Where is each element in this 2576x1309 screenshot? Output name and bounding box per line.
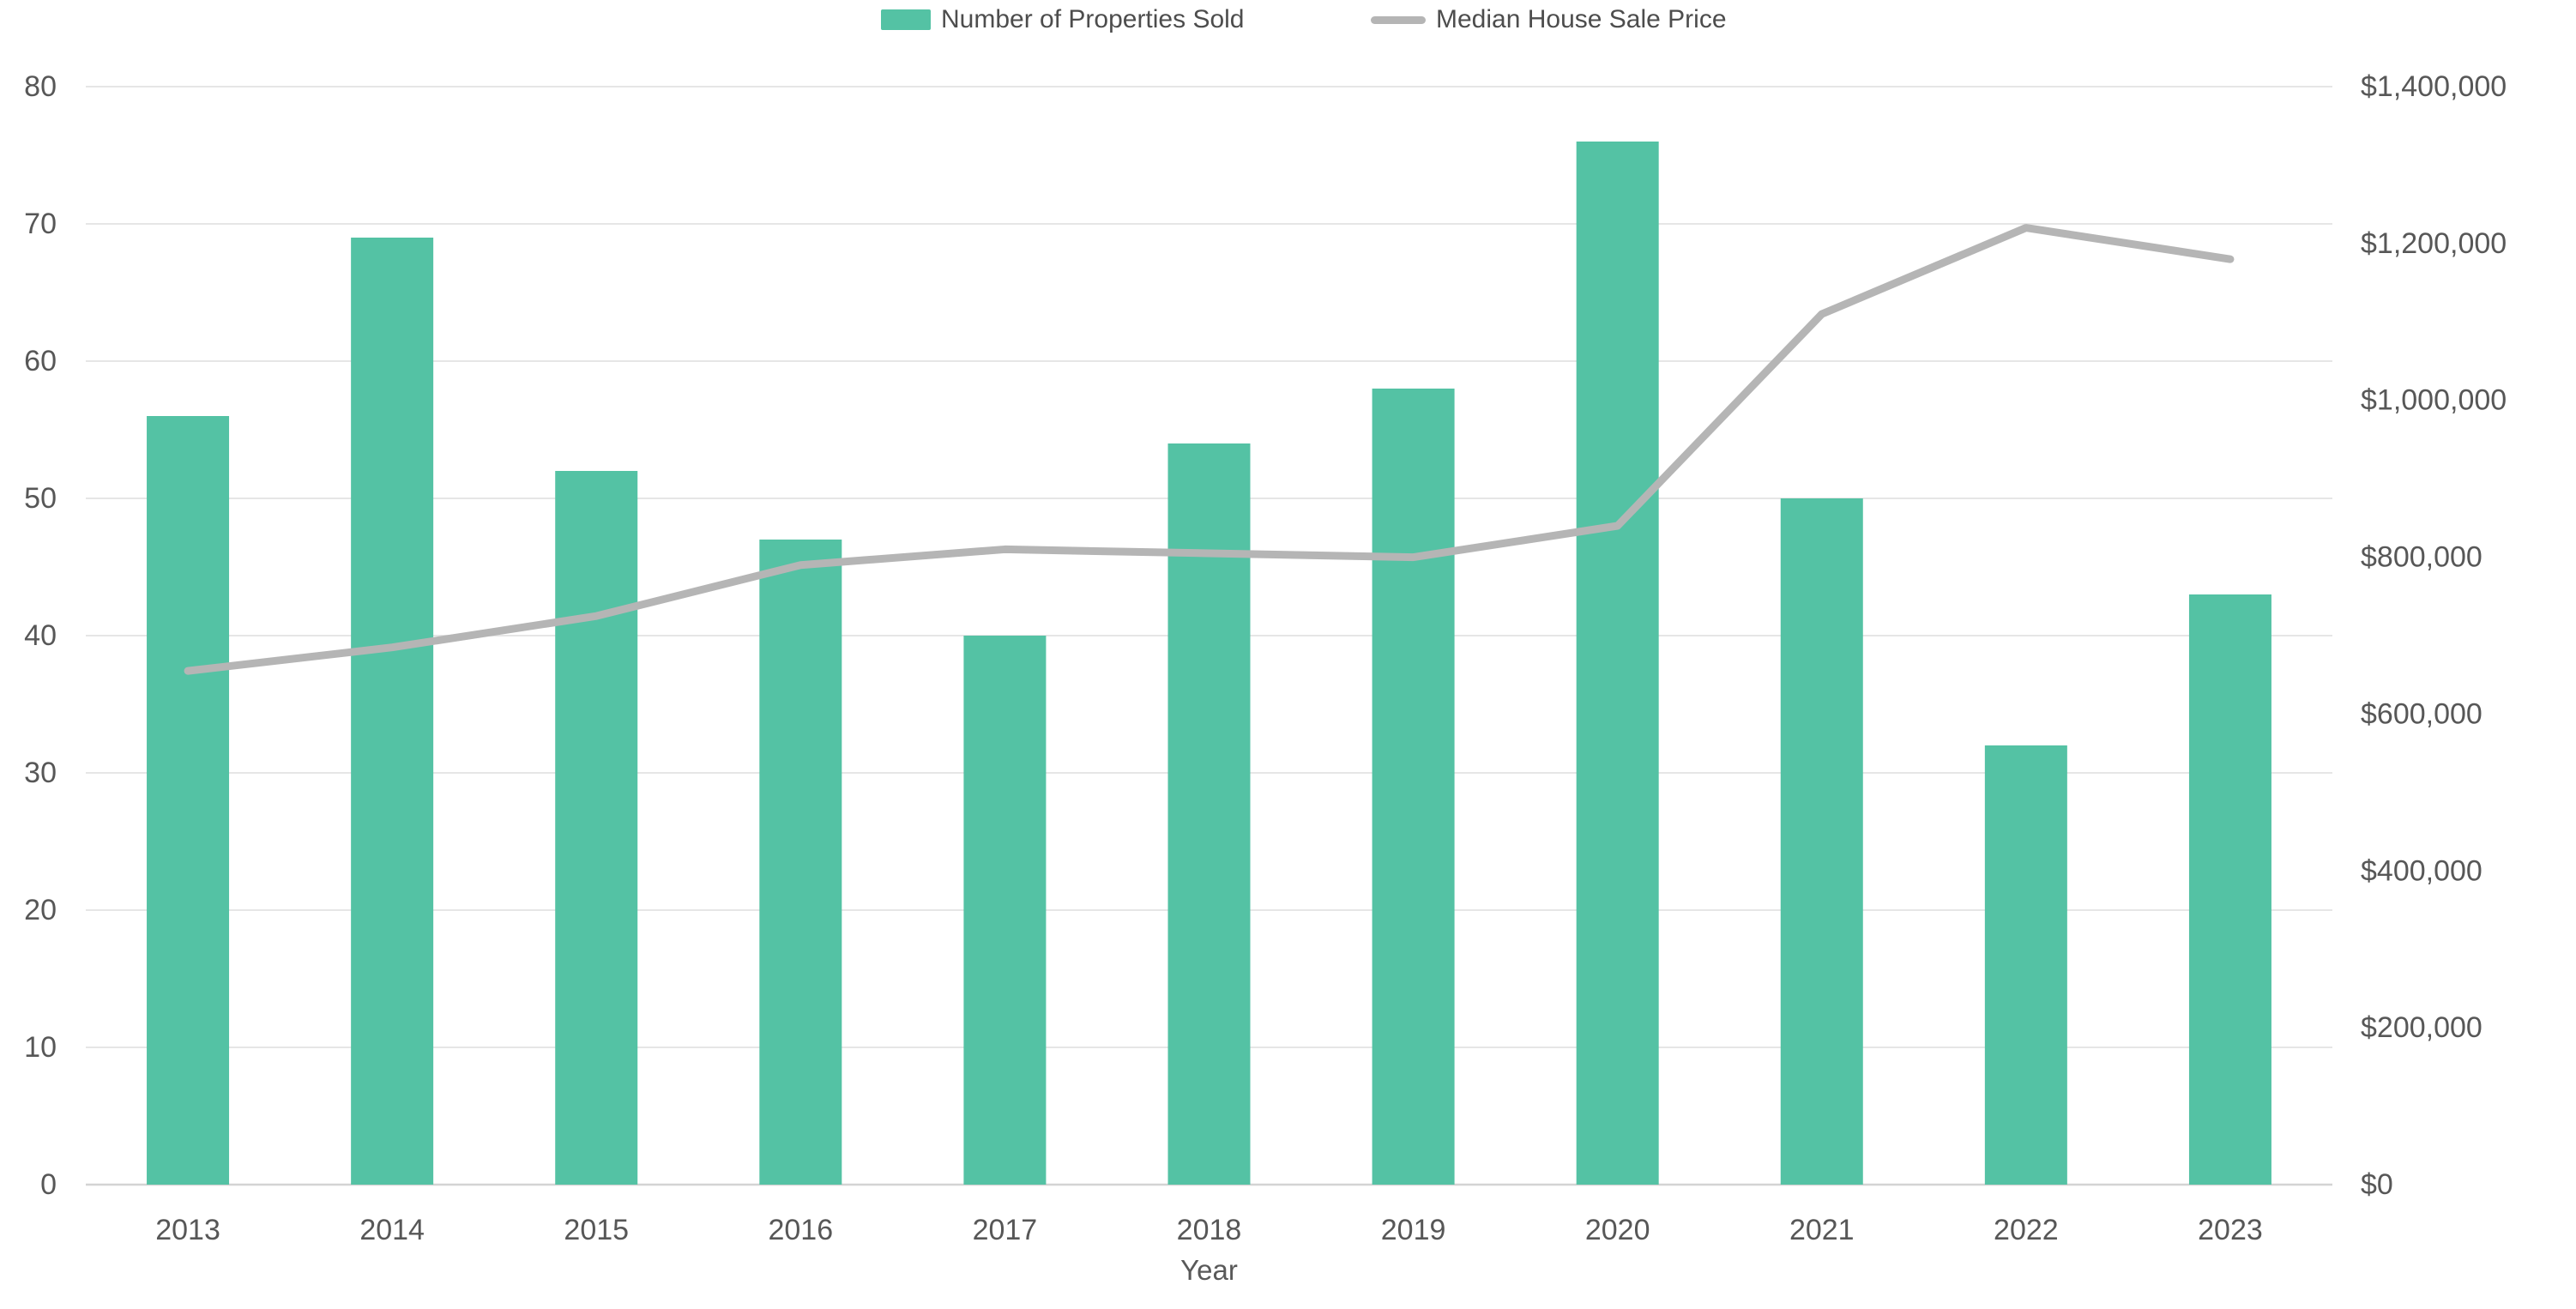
bar-2021 — [1780, 498, 1863, 1185]
left-axis-tick: 30 — [24, 757, 57, 789]
x-tick-2017: 2017 — [973, 1214, 1038, 1246]
right-axis-tick: $800,000 — [2361, 541, 2482, 574]
x-tick-2022: 2022 — [1994, 1214, 2059, 1246]
bar-2020 — [1576, 142, 1659, 1185]
left-axis-tick: 20 — [24, 894, 57, 926]
bar-2018 — [1167, 443, 1251, 1185]
legend-item-median-price: Median House Sale Price — [1371, 0, 1727, 39]
bar-2016 — [759, 540, 842, 1185]
bar-2019 — [1372, 389, 1455, 1185]
bar-2023 — [2188, 594, 2271, 1185]
x-tick-2013: 2013 — [155, 1214, 220, 1246]
right-axis-tick: $1,400,000 — [2361, 70, 2507, 103]
line-series-swatch-icon — [1371, 15, 1426, 24]
x-tick-2020: 2020 — [1585, 1214, 1650, 1246]
x-tick-2019: 2019 — [1381, 1214, 1446, 1246]
left-axis-tick: 40 — [24, 619, 57, 652]
right-axis-tick: $200,000 — [2361, 1011, 2482, 1044]
left-axis-tick: 0 — [40, 1168, 57, 1201]
chart-legend: Number of Properties Sold Median House S… — [0, 0, 2576, 39]
x-tick-2014: 2014 — [359, 1214, 425, 1246]
legend-label: Median House Sale Price — [1436, 5, 1727, 33]
bar-2017 — [963, 636, 1047, 1185]
left-axis-tick: 80 — [24, 70, 57, 103]
right-axis-tick: $400,000 — [2361, 854, 2482, 887]
x-axis-title: Year — [1180, 1254, 1238, 1286]
right-axis-tick: $0 — [2361, 1168, 2393, 1201]
median-price-line — [184, 224, 2235, 675]
left-axis-tick: 50 — [24, 482, 57, 515]
left-axis-tick: 10 — [24, 1031, 57, 1064]
x-tick-2021: 2021 — [1789, 1214, 1855, 1246]
bar-2014 — [351, 238, 434, 1185]
bar-2013 — [147, 416, 230, 1185]
legend-item-properties-sold: Number of Properties Sold — [881, 0, 1245, 39]
right-axis-tick: $1,000,000 — [2361, 384, 2507, 417]
bar-2015 — [555, 471, 638, 1185]
x-tick-2016: 2016 — [768, 1214, 833, 1246]
legend-label: Number of Properties Sold — [941, 5, 1245, 33]
x-tick-2015: 2015 — [564, 1214, 629, 1246]
x-tick-2023: 2023 — [2198, 1214, 2263, 1246]
bar-series-swatch-icon — [881, 9, 931, 30]
right-axis-tick: $1,200,000 — [2361, 227, 2507, 260]
left-axis-tick: 70 — [24, 208, 57, 240]
right-axis-tick: $600,000 — [2361, 697, 2482, 730]
left-axis-tick: 60 — [24, 345, 57, 377]
x-tick-2018: 2018 — [1177, 1214, 1242, 1246]
bar-2022 — [1984, 745, 2067, 1185]
